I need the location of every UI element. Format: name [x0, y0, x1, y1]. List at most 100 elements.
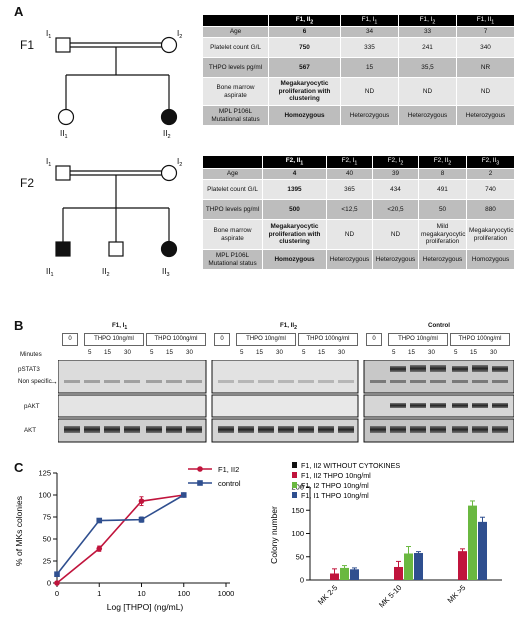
x-tick-label: 100	[177, 589, 190, 598]
f2-ii1-affected-male	[55, 241, 71, 257]
table-cell: ND	[340, 77, 399, 106]
data-point	[96, 517, 103, 524]
table-cell: 880	[466, 199, 515, 220]
minutes-label: Minutes	[20, 351, 42, 358]
table-cell: 241	[398, 37, 457, 58]
row-label: Bone marrow aspirate	[202, 77, 269, 106]
table-cell: Homozygous	[262, 249, 327, 270]
row-label: MPL P106L Mutational status	[202, 105, 269, 126]
panel-b-letter: B	[14, 318, 24, 333]
row-label: Platelet count G/L	[202, 37, 269, 58]
f2-label-ii1: II1	[46, 267, 54, 278]
table-cell: 740	[466, 179, 515, 200]
f2-label-i2: I2	[177, 157, 182, 168]
legend-label: F1, I2 THPO 10ng/ml	[301, 481, 369, 490]
group-title-f1-ii2: F1, II2	[280, 322, 297, 332]
table-cell: 50	[418, 199, 467, 220]
time-label: 5	[88, 349, 92, 356]
time-label: 30	[186, 349, 193, 356]
y-tick-label: 50	[296, 552, 304, 561]
f1-header-cell	[202, 14, 269, 27]
time-label: 5	[392, 349, 396, 356]
y-tick-label: 0	[300, 576, 304, 585]
row-label: Platelet count G/L	[202, 179, 263, 200]
f2-header-cell: F2, II3	[466, 155, 515, 169]
legend-label: F1, I1 THPO 10ng/ml	[301, 491, 369, 500]
family-f1-label: F1	[20, 38, 35, 52]
f1-clinical-table: F1, II2 F1, I1 F1, I2 F1, II1 Age 6 34 3…	[202, 14, 515, 126]
f2-ii3-affected-female	[160, 240, 178, 258]
bar	[468, 505, 477, 580]
row-label: MPL P106L Mutational status	[202, 249, 263, 270]
x-tick-label: 1000	[218, 589, 235, 598]
f1-header-cell: F1, II1	[456, 14, 515, 27]
category-label: MK 5-10	[377, 583, 403, 609]
bar	[478, 521, 487, 580]
blot-label-nonspecific: Non specific	[18, 378, 52, 385]
table-cell: 567	[268, 57, 341, 78]
bar	[350, 569, 359, 580]
table-cell: 6	[268, 26, 341, 38]
data-point	[54, 571, 60, 577]
table-cell: 340	[456, 37, 515, 58]
category-label: MK >5	[446, 583, 468, 605]
table-cell: 335	[340, 37, 399, 58]
f1-label-ii2: II2	[163, 129, 171, 140]
table-cell: 35,5	[398, 57, 457, 78]
blot-group-f1-i1	[58, 360, 207, 443]
y-tick-label: 125	[38, 469, 51, 478]
series-line	[56, 494, 185, 575]
y-tick-label: 150	[291, 506, 304, 515]
table-cell: Heterozygous	[418, 249, 467, 270]
lane-zero: 0	[214, 333, 230, 346]
f1-label-ii1: II1	[60, 129, 68, 140]
f1-label-i1: I1	[46, 29, 51, 40]
time-label: 5	[454, 349, 458, 356]
data-point	[54, 580, 60, 586]
table-cell: Homozygous	[268, 105, 341, 126]
row-label: THPO levels pg/ml	[202, 199, 263, 220]
time-label: 5	[240, 349, 244, 356]
row-label: THPO levels pg/ml	[202, 57, 269, 78]
time-label: 30	[338, 349, 345, 356]
f2-label-ii2: II2	[102, 267, 110, 278]
f2-header-cell: F2, II1	[262, 155, 327, 169]
bar-ylabel: Colony number	[269, 506, 279, 564]
y-tick-label: 100	[38, 491, 51, 500]
legend-label: F1, II2 WITHOUT CYTOKINES	[301, 461, 400, 470]
group-title-control: Control	[428, 322, 450, 329]
group-title-f1-i1: F1, I1	[112, 322, 128, 332]
line-xlabel: Log [THPO] (ng/mL)	[107, 602, 184, 612]
f2-header-cell: F2, I2	[372, 155, 419, 169]
table-cell: 750	[268, 37, 341, 58]
blot-label-akt: AKT	[24, 427, 37, 434]
f2-label-ii3: II3	[162, 267, 170, 278]
table-cell: Heterozygous	[326, 249, 373, 270]
table-cell: ND	[372, 219, 419, 250]
row-label: Age	[202, 26, 269, 38]
table-cell: Heterozygous	[456, 105, 515, 126]
table-row: Age 4 40 39 8 2	[202, 168, 515, 180]
lane-thpo100: THPO 100ng/ml	[298, 333, 358, 346]
bar	[394, 566, 403, 580]
legend-label: F1, II2	[218, 465, 239, 474]
panel-c-charts: % of MKs colonies Log [THPO] (ng/mL) 0 1 1…	[14, 461, 502, 612]
legend-marker	[197, 480, 203, 486]
panel-c-letter: C	[14, 460, 24, 475]
table-cell: 8	[418, 168, 467, 180]
time-label: 15	[256, 349, 263, 356]
blot-group-f1-ii2	[211, 360, 359, 443]
table-cell: ND	[456, 77, 515, 106]
lane-zero: 0	[366, 333, 382, 346]
y-tick-label: 200	[291, 483, 304, 492]
blot-label-pakt: pAKT	[24, 403, 40, 410]
table-cell: 434	[372, 179, 419, 200]
table-cell: NR	[456, 57, 515, 78]
pedigree-f2: I1 I2 II1 II2 II3	[46, 157, 182, 278]
f1-ii2-affected-female	[160, 108, 178, 126]
blot-label-pstat3: pSTAT3	[18, 366, 40, 373]
table-cell: 4	[262, 168, 327, 180]
data-point	[138, 498, 145, 504]
bar	[404, 553, 413, 580]
lane-thpo10: THPO 10ng/ml	[236, 333, 296, 346]
